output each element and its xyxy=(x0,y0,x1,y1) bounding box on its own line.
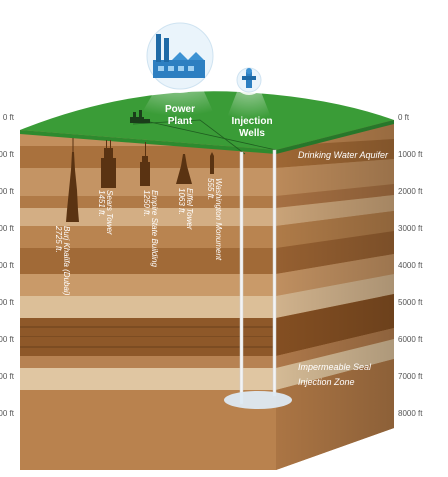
empire-state-height: 1250 ft. xyxy=(142,190,151,217)
depth-tick-left: 3000 ft xyxy=(0,224,15,233)
stratum xyxy=(20,208,276,226)
depth-tick-right: 6000 ft xyxy=(398,335,423,344)
injection-wells-callout xyxy=(234,65,264,95)
power-plant-icon xyxy=(130,110,150,123)
injection-wells-label-line1: Injection xyxy=(231,116,272,127)
depth-tick-left: 8000 ft xyxy=(0,409,15,418)
stratum xyxy=(20,196,276,208)
injection-zone-label: Injection Zone xyxy=(298,377,355,387)
injection-plume xyxy=(224,391,292,409)
depth-tick-left: 1000 ft xyxy=(0,150,15,159)
depth-tick-right: 2000 ft xyxy=(398,187,423,196)
depth-tick-left: 6000 ft xyxy=(0,335,15,344)
stratum xyxy=(20,368,276,390)
depth-scale-left: 0 ft 1000 ft 2000 ft 3000 ft 4000 ft 5000 ft 6… xyxy=(0,113,15,418)
injection-wells-label-line2: Wells xyxy=(239,128,265,139)
power-plant-label: Power Plant xyxy=(165,104,195,127)
depth-tick-left: 2000 ft xyxy=(0,187,15,196)
depth-tick-right: 1000 ft xyxy=(398,150,423,159)
building-labels: Burj Khalifa (Dubai) 2725 ft. Sears Towe… xyxy=(54,178,223,296)
sears-tower-label: Sears Tower xyxy=(105,190,114,235)
depth-tick-right: 7000 ft xyxy=(398,372,423,381)
burj-khalifa-silhouette xyxy=(66,138,79,222)
depth-tick-left: 5000 ft xyxy=(0,298,15,307)
empire-state-silhouette xyxy=(140,142,150,186)
burj-khalifa-height: 2725 ft. xyxy=(54,225,63,253)
washington-monument-label: Washington Monument xyxy=(214,178,223,261)
washington-monument-silhouette xyxy=(210,152,214,174)
power-plant-label-line1: Power xyxy=(165,104,195,115)
power-plant-callout xyxy=(143,19,217,93)
injection-well-pipe xyxy=(239,151,244,405)
eiffel-tower-height: 1063 ft. xyxy=(177,188,186,215)
side-strata xyxy=(276,120,394,470)
injection-well-pipe xyxy=(272,149,277,397)
sears-tower-height: 1451 ft. xyxy=(97,190,106,217)
stratum xyxy=(20,318,276,356)
empire-state-label: Empire State Building xyxy=(150,190,159,267)
stratum xyxy=(20,296,276,318)
stratum xyxy=(20,248,276,274)
impermeable-seal-label: Impermeable Seal xyxy=(298,362,372,372)
eiffel-tower-silhouette xyxy=(176,154,192,184)
power-plant-label-line2: Plant xyxy=(168,116,193,127)
washington-monument-height: 555 ft. xyxy=(206,178,215,200)
burj-khalifa-label: Burj Khalifa (Dubai) xyxy=(62,226,71,296)
depth-tick-right: 4000 ft xyxy=(398,261,423,270)
depth-tick-left: 7000 ft xyxy=(0,372,15,381)
stratum xyxy=(20,226,276,248)
depth-tick-right: 5000 ft xyxy=(398,298,423,307)
building-silhouettes xyxy=(66,138,214,222)
depth-tick-right: 8000 ft xyxy=(398,409,423,418)
front-strata xyxy=(20,130,276,470)
eiffel-tower-label: Eiffel Tower xyxy=(185,188,194,230)
sears-tower-silhouette xyxy=(101,140,116,188)
stratum xyxy=(20,274,276,296)
depth-tick-left: 0 ft xyxy=(3,113,15,122)
factory-icon xyxy=(153,34,205,78)
ground-surface xyxy=(20,91,394,155)
stratum-seal xyxy=(20,356,276,368)
depth-tick-right: 3000 ft xyxy=(398,224,423,233)
wellhead-icon xyxy=(242,68,256,88)
depth-tick-right: 0 ft xyxy=(398,113,410,122)
depth-scale-right: 0 ft 1000 ft 2000 ft 3000 ft 4000 ft 5000 ft 6… xyxy=(398,113,423,418)
injection-well-pipes xyxy=(224,149,292,409)
aquifer-label: Drinking Water Aquifer xyxy=(298,150,389,160)
injection-wells-label: Injection Wells xyxy=(231,116,272,139)
depth-tick-left: 4000 ft xyxy=(0,261,15,270)
